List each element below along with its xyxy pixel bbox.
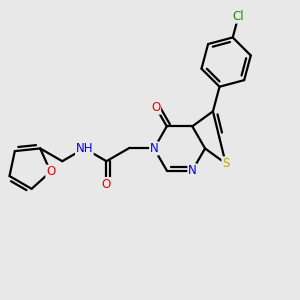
Text: Cl: Cl: [232, 10, 244, 23]
Text: O: O: [151, 101, 160, 114]
Text: S: S: [222, 157, 230, 170]
Text: N: N: [150, 142, 158, 155]
Text: O: O: [46, 165, 55, 178]
Text: NH: NH: [76, 142, 93, 155]
Text: O: O: [102, 178, 111, 191]
Text: N: N: [188, 164, 197, 177]
